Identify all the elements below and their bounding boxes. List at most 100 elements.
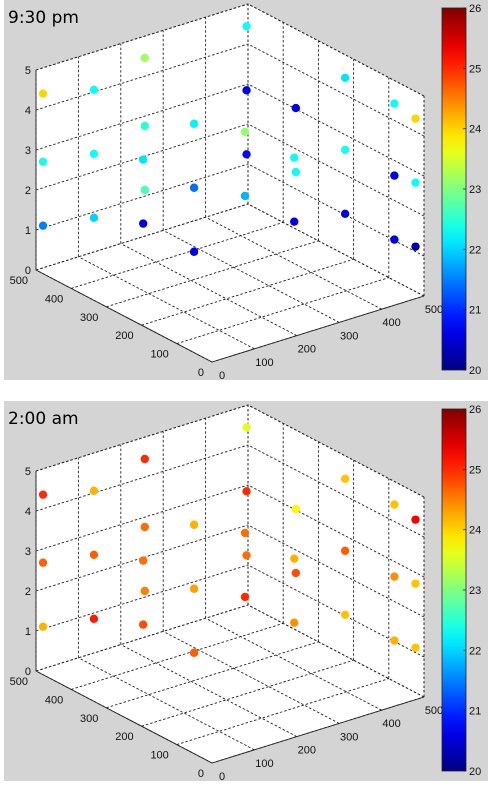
y-tick-label: 300 [80,312,98,324]
z-tick-label: 4 [25,506,31,518]
data-point [242,86,251,95]
data-point [38,558,48,567]
data-point [242,150,251,159]
z-tick-label: 1 [25,626,31,638]
x-tick-label: 400 [382,317,400,329]
grid-line [247,604,425,698]
data-point [139,620,148,629]
y-tick-label: 200 [115,731,133,743]
grid-line [35,83,249,151]
y-tick-label: 500 [10,676,28,688]
z-tick-label: 2 [25,185,31,197]
data-point [242,22,251,31]
y-tick-label: 400 [45,293,63,305]
data-point [89,85,99,95]
box-edge [35,3,249,71]
colorbar-tick-label: 23 [469,184,481,196]
data-point [89,550,99,560]
data-point [140,121,149,131]
data-point [89,486,99,496]
chart-title: 9:30 pm [8,8,79,28]
data-point [390,500,399,509]
scatter3d-chart: 0100200300400500010020030040050001234520… [10,404,482,781]
data-point [242,423,251,432]
data-point [390,572,399,581]
floor-pane [36,605,424,763]
z-tick-label: 2 [25,586,31,598]
data-point [89,149,99,159]
z-tick-label: 3 [25,145,31,157]
grid-line [247,524,425,618]
data-point [290,554,299,563]
grid-line [162,230,340,323]
data-point [291,568,301,578]
grid-line [35,484,249,552]
data-point [139,219,148,228]
y-tick-label: 0 [198,367,204,379]
grid-line [35,163,249,231]
z-tick-label: 0 [25,265,31,277]
data-point [290,217,299,226]
data-point [240,592,250,602]
data-point [140,53,149,63]
colorbar-tick-label: 22 [469,645,481,657]
data-point [340,474,350,484]
grid-line [176,277,389,345]
data-point [240,191,250,201]
box-edge [35,404,249,472]
chart-title: 2:00 am [8,409,79,429]
z-tick-label: 3 [25,546,31,558]
z-tick-label: 5 [25,65,31,77]
data-point [189,247,199,256]
grid-line [247,484,425,578]
x-tick-label: 300 [340,731,358,743]
data-point [340,610,350,620]
data-point [89,213,99,223]
grid-line [176,678,389,746]
grid-line [141,258,354,326]
back-pane [36,4,248,270]
colorbar-tick-label: 20 [469,766,481,778]
colorbar-tick-label: 25 [469,464,481,476]
data-point [240,127,250,137]
data-point [139,556,148,565]
data-point [140,522,149,532]
grid-line [35,43,249,111]
box-edge [247,404,425,498]
colorbar-tick-label: 21 [469,305,481,317]
colorbar-tick-label: 22 [469,244,481,256]
box-edge [247,3,425,97]
data-point [89,614,99,624]
grid-line [35,203,249,271]
colorbar [441,408,467,772]
data-point [189,520,199,529]
grid-line [106,641,319,709]
data-point [390,636,399,645]
grid-line [35,524,249,592]
y-tick-label: 100 [150,750,168,762]
grid-line [162,631,340,724]
grid-line [247,203,425,297]
z-tick-label: 0 [25,666,31,678]
data-point [189,584,199,593]
data-point [139,155,148,164]
x-axis-line [211,295,425,363]
data-point [411,114,420,123]
grid-line [120,243,298,336]
grid-line [78,657,255,751]
colorbar-tick-label: 26 [469,404,481,416]
grid-line [247,123,425,217]
x-tick-label: 200 [298,344,316,356]
back-pane [36,405,248,671]
grid-line [35,604,249,672]
grid-line [247,43,425,137]
colorbar-tick-label: 25 [469,63,481,75]
grid-line [120,644,298,737]
x-tick-label: 100 [255,357,273,369]
data-point [242,551,251,560]
data-point [38,157,48,166]
y-axis-line [35,670,213,764]
data-point [411,515,420,524]
x-axis-line [211,696,425,764]
data-point [411,242,420,251]
